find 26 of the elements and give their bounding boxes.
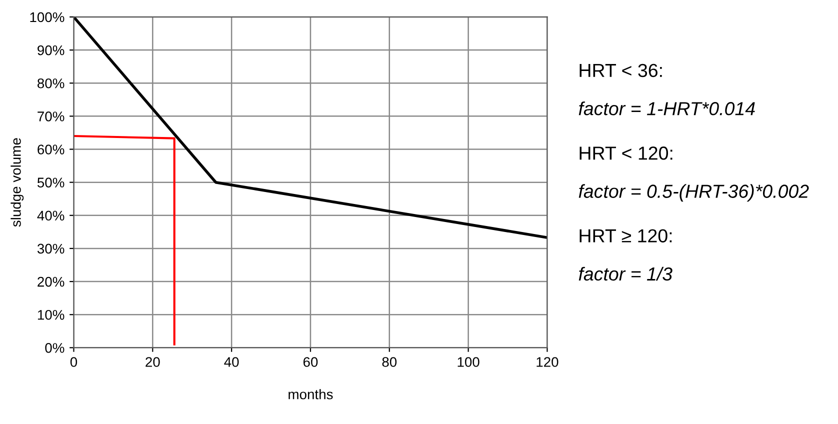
x-tick-label: 60 [303,357,318,367]
y-tick-label: 40% [37,210,64,221]
x-tick-label: 40 [224,357,239,367]
text: HRT < 120: [580,146,672,160]
y-tick-label: 30% [37,244,64,254]
y-axis-title: sludge volume [10,138,24,227]
x-tick-label: 100 [458,357,480,367]
text: HRT ≥ 120: [580,229,672,242]
y-tick-label: 50% [37,178,64,188]
y-tick-label: 90% [38,45,64,56]
y-tick-label: 20% [38,276,64,287]
x-tick-label: 20 [146,357,160,367]
y-tick-label: 10% [38,310,64,320]
x-tick-label: 0 [70,357,78,367]
y-tick-label: 0% [45,343,64,353]
y-tick-label: 60% [38,144,64,154]
x-axis-title: months [288,389,333,400]
y-tick-label: 100% [30,12,64,22]
text: factor = 0.5-(HRT-36)*0.002 [578,184,809,202]
text: HRT < 36: [580,64,662,78]
x-tick-label: 120 [536,357,558,367]
y-tick-label: 70% [38,112,64,122]
text: factor = 1-HRT*0.014 [578,102,755,116]
y-tick-label: 80% [38,78,64,88]
text: factor = 1/3 [578,266,672,281]
x-tick-label: 80 [382,357,397,367]
